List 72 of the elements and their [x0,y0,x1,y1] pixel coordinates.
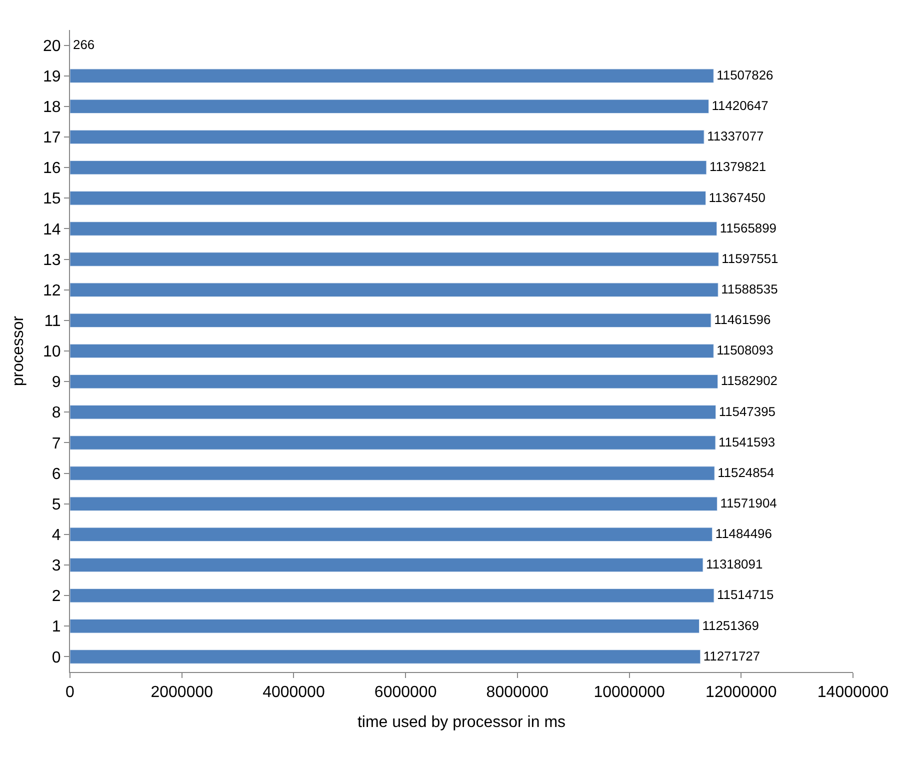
x-tick-label: 8000000 [486,684,549,702]
x-axis-title: time used by processor in ms [357,714,566,731]
data-label: 11251369 [702,618,759,633]
data-label: 11524854 [718,464,774,480]
y-tick-label: 14 [43,221,61,238]
bar [70,222,718,236]
bar [70,405,716,420]
y-tick-label: 18 [43,99,61,116]
data-label: 11420647 [712,98,768,114]
x-tick-label: 2000000 [150,684,214,702]
bar [70,466,715,480]
y-tick-label: 9 [52,374,61,392]
y-axis-title: processor [10,315,27,386]
bar [70,496,718,511]
data-label: 11597551 [722,250,778,266]
bar [70,558,704,572]
y-tick-label: 5 [52,496,61,514]
data-label: 11514715 [717,587,774,602]
data-label: 11507826 [716,68,774,82]
bar [70,68,714,83]
bar [70,436,716,450]
bar [70,130,704,144]
data-label: 11271727 [703,648,760,664]
y-tick-label: 6 [52,466,61,483]
y-tick-label: 13 [43,252,61,269]
bar [70,99,709,114]
bar [70,252,719,266]
data-label: 11461596 [714,312,771,328]
data-label: 11484496 [715,526,772,542]
y-tick-label: 15 [43,190,61,208]
bar [70,527,713,542]
y-tick-label: 3 [52,558,61,575]
data-label: 11588535 [721,282,778,296]
y-tick-label: 2 [52,588,61,606]
y-tick-label: 1 [52,618,61,636]
y-tick-label: 19 [43,68,61,86]
x-tick-label: 14000000 [817,684,889,702]
y-tick-label: 12 [43,282,61,300]
bar [70,160,707,175]
y-tick-label: 17 [43,130,61,147]
x-tick-label: 6000000 [374,684,437,702]
data-label: 11318091 [706,556,763,572]
data-label: 11508093 [716,342,774,358]
bar [70,282,718,297]
data-label: 11379821 [709,159,766,174]
bar [70,313,712,328]
bar [70,588,714,603]
x-tick-label: 0 [66,684,75,702]
x-tick-label: 4000000 [262,684,325,702]
bar [70,344,714,358]
y-tick-label: 10 [43,344,61,361]
x-tick-label: 10000000 [594,684,665,702]
y-tick-label: 4 [52,527,61,544]
data-label: 11582902 [720,373,778,388]
data-label: 11337077 [707,128,764,144]
data-label: 11547395 [718,404,776,419]
data-label: 11541593 [718,434,776,450]
y-tick-label: 8 [52,404,61,422]
y-tick-label: 16 [43,160,61,178]
x-tick-label: 12000000 [706,684,777,702]
bar [70,374,718,389]
bar [70,619,700,634]
data-label: 11367450 [708,190,766,205]
data-label: 11565899 [720,220,776,236]
bar [70,650,701,664]
data-label: 11571904 [720,496,777,510]
y-tick-label: 7 [52,435,61,452]
y-tick-label: 11 [44,313,61,330]
y-tick-label: 0 [52,649,61,666]
bar [70,191,706,206]
data-label: 266 [73,36,95,52]
y-tick-label: 20 [43,38,61,55]
